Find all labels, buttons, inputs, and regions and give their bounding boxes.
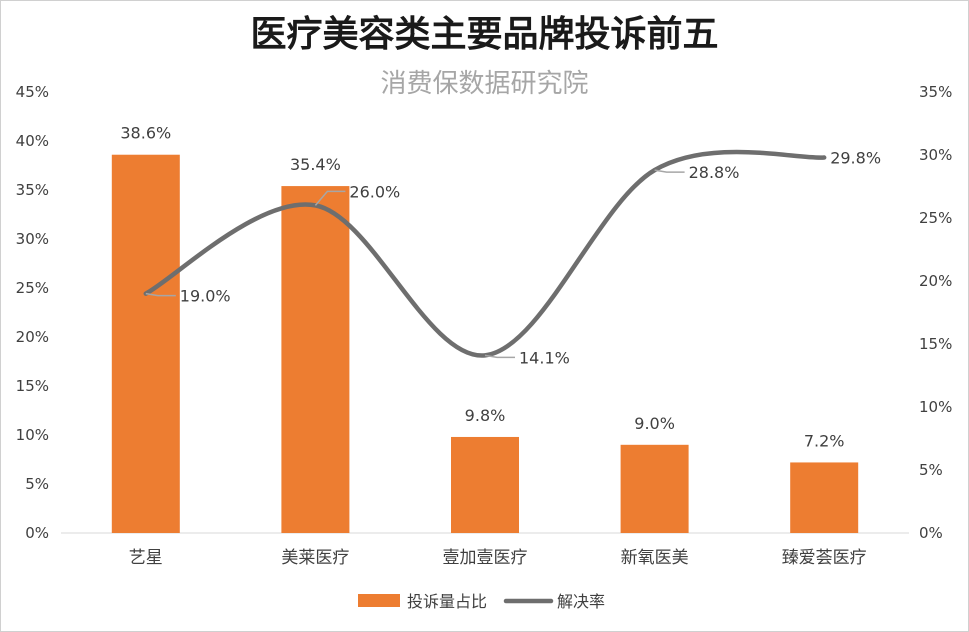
line-label-leader [314, 190, 346, 206]
y-right-tick-label: 25% [919, 209, 952, 227]
y-left-tick-label: 20% [16, 328, 49, 346]
bar-data-label: 9.0% [634, 414, 675, 433]
y-left-tick-label: 15% [16, 377, 49, 395]
bar [111, 154, 180, 533]
labels-group: 38.6% 35.4% 9.8% 9.0% 7.2% 19.0% 26.0% 14.1% 28.… [120, 124, 881, 451]
y-left-tick-label: 25% [16, 279, 49, 297]
line-data-label: 26.0% [349, 182, 400, 201]
legend: 投诉量占比 解决率 [358, 592, 605, 611]
y-right-tick-label: 0% [919, 524, 943, 542]
line-data-label: 14.1% [519, 348, 570, 367]
bar [451, 436, 519, 533]
y-left-tick-label: 0% [25, 524, 49, 542]
y-left-tick-label: 40% [16, 132, 49, 150]
x-category-label: 臻爱荟医疗 [782, 548, 867, 568]
y-left-tick-label: 35% [16, 181, 49, 199]
x-category-label: 新氧医美 [621, 548, 689, 568]
bar-data-label: 7.2% [804, 431, 845, 450]
chart-subtitle: 消费保数据研究院 [380, 69, 589, 99]
legend-label-bar: 投诉量占比 [407, 592, 487, 611]
y-left-tick-label: 10% [16, 426, 49, 444]
line-data-label: 19.0% [180, 287, 231, 306]
legend-label-line: 解决率 [557, 592, 605, 611]
y-left-tick-label: 30% [16, 230, 49, 248]
axes-group: 0% 5% 10% 15% 20% 25% 30% 35% 40% 45% 0% 5% 10% 15% 20… [16, 83, 953, 568]
x-category-label: 艺星 [129, 548, 163, 568]
line-data-label: 29.8% [830, 149, 881, 168]
y-right-tick-label: 30% [919, 146, 952, 164]
y-right-tick-label: 10% [919, 398, 952, 416]
y-right-tick-label: 5% [919, 461, 943, 479]
resolution-rate-line [143, 149, 827, 358]
y-left-tick-label: 5% [25, 475, 49, 493]
chart-title: 医疗美容类主要品牌投诉前五 [250, 13, 719, 55]
bar [790, 462, 859, 533]
line-label-leader [145, 292, 176, 297]
line-data-label: 28.8% [689, 163, 740, 182]
bar [620, 444, 689, 533]
x-category-label: 美莱医疗 [281, 548, 349, 568]
line-group [143, 149, 827, 359]
y-right-tick-label: 15% [919, 335, 952, 353]
y-right-tick-label: 20% [919, 272, 952, 290]
bar-data-label: 38.6% [120, 124, 171, 143]
bars-group [111, 154, 859, 533]
bar-data-label: 9.8% [465, 406, 506, 425]
line-label-leader [654, 169, 685, 173]
bar [281, 186, 350, 533]
x-category-label: 壹加壹医疗 [443, 548, 528, 568]
y-right-tick-label: 35% [919, 83, 952, 101]
line-label-leader [484, 354, 515, 359]
y-left-tick-label: 45% [16, 83, 49, 101]
bar-data-label: 35.4% [290, 155, 341, 174]
legend-swatch-bar [358, 594, 400, 607]
